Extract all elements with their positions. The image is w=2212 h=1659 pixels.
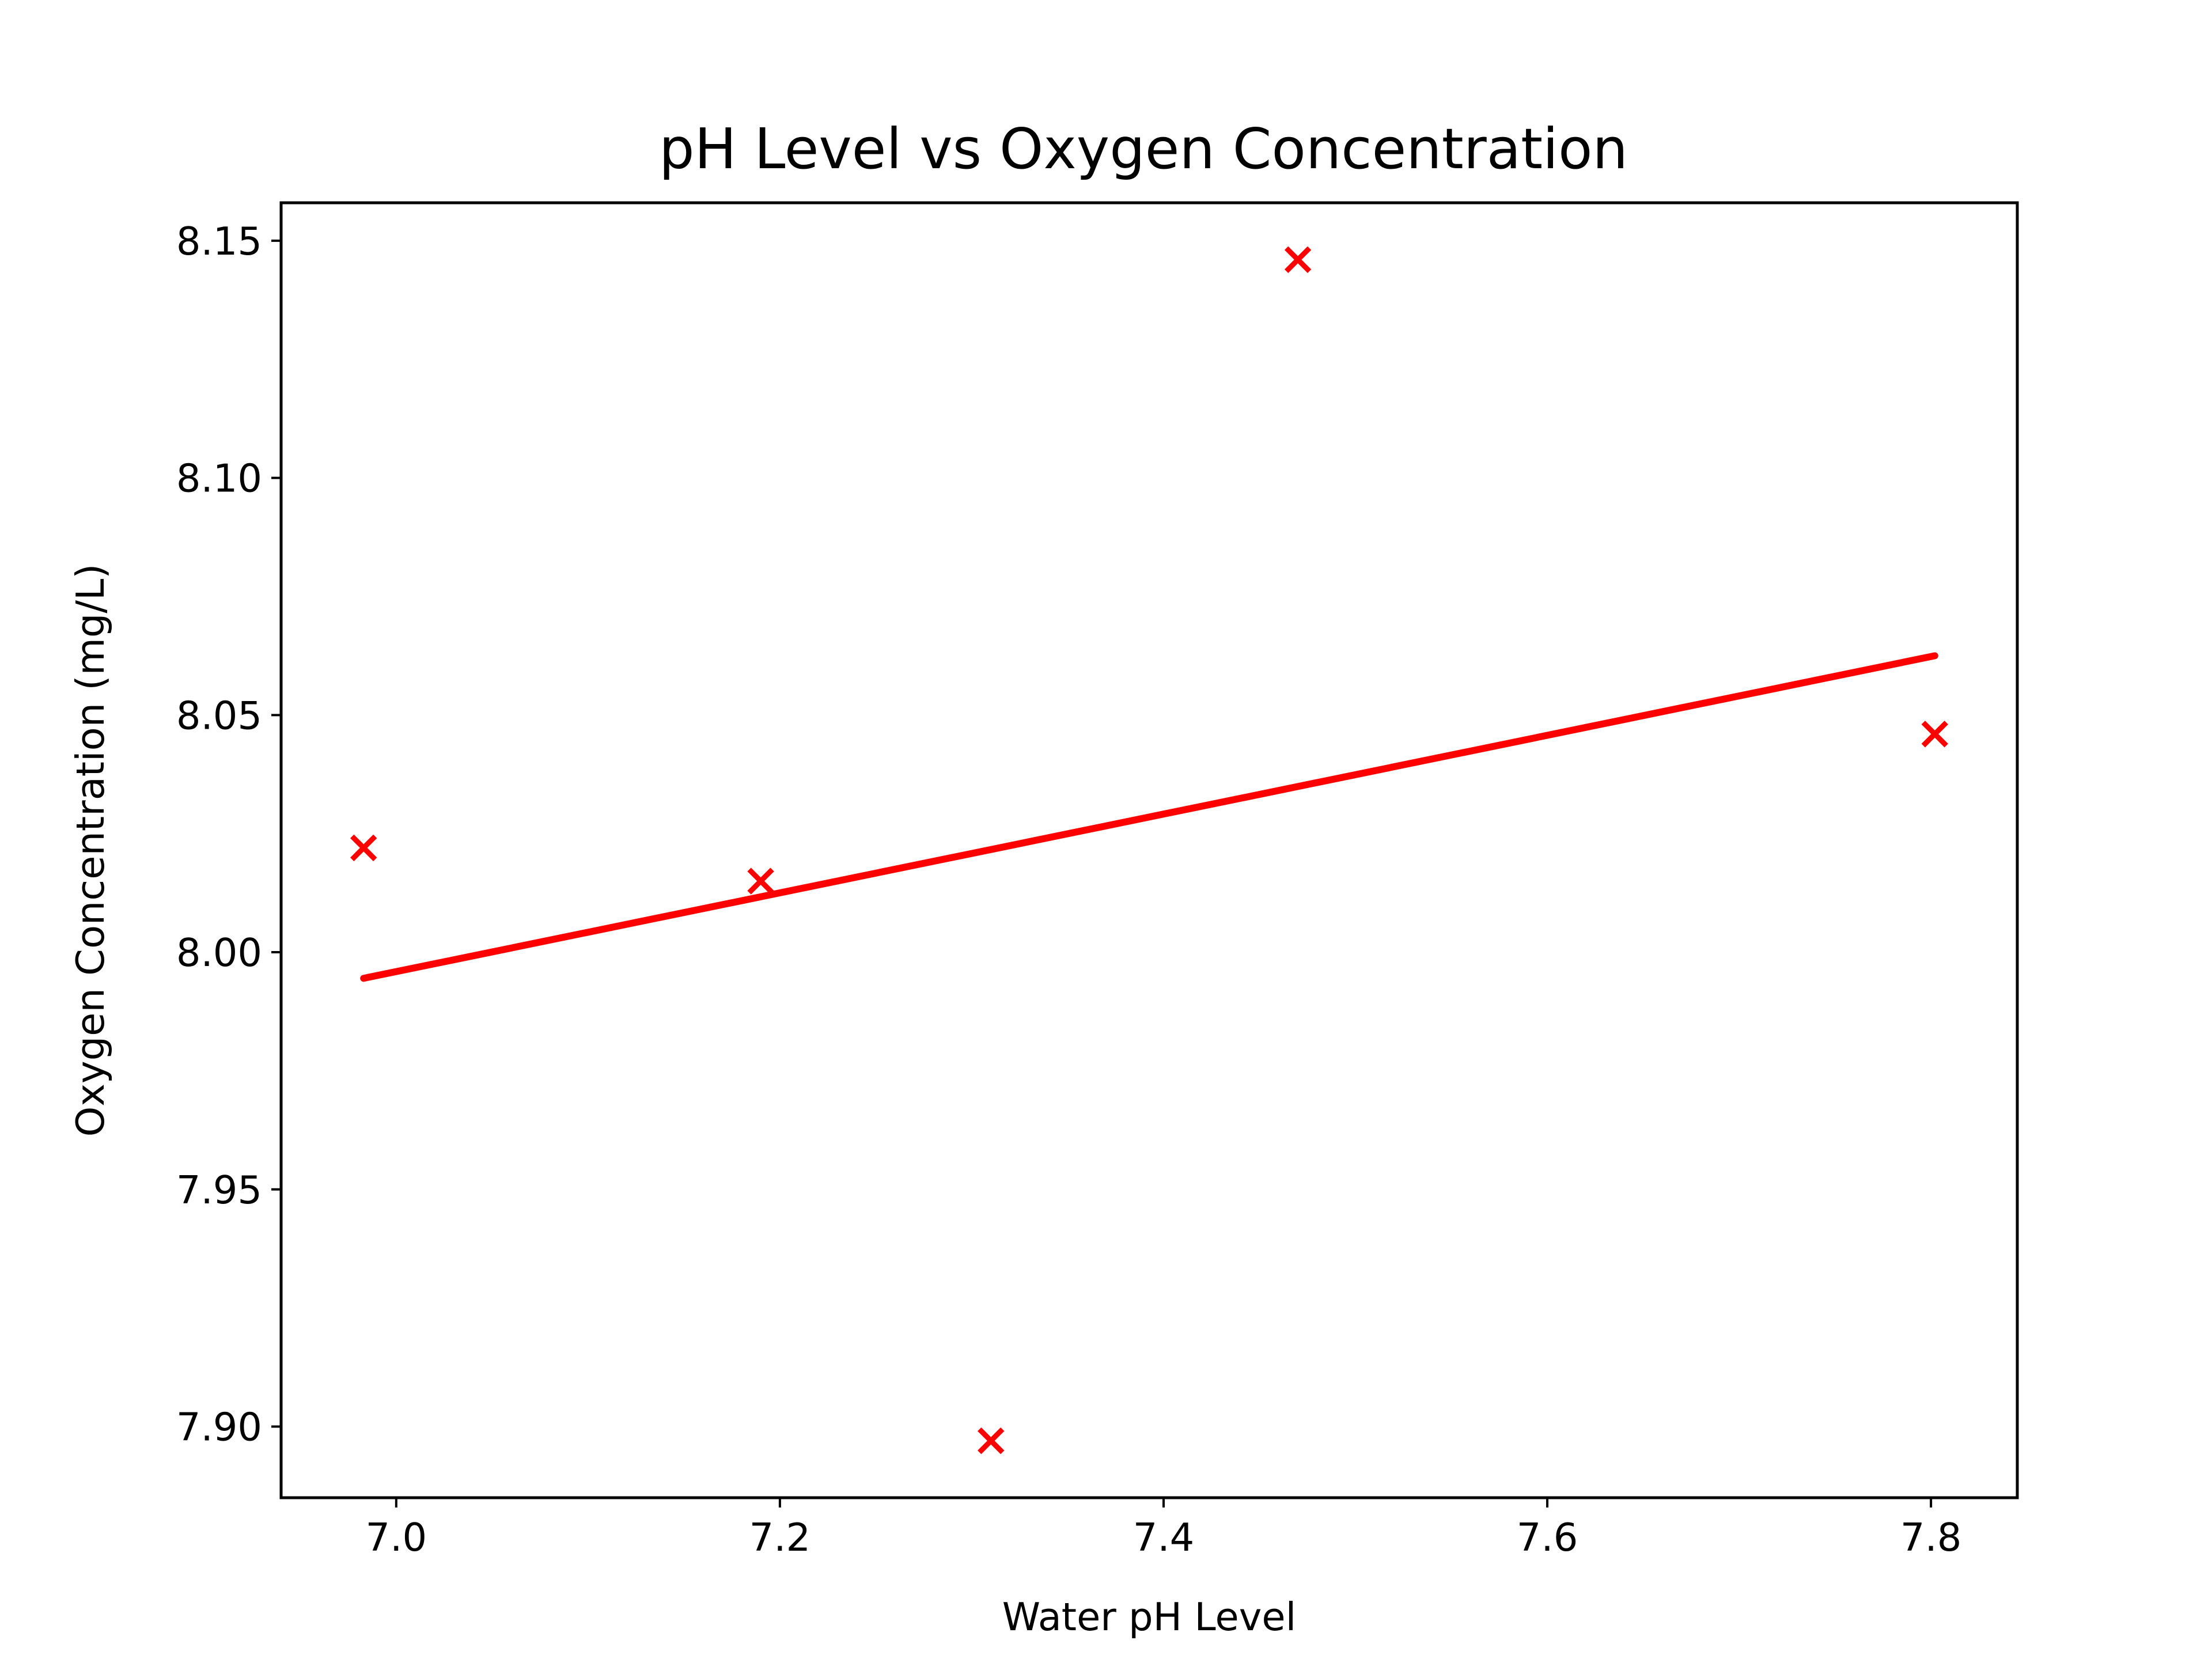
trend-line: [360, 652, 1938, 982]
y-axis-ticks: 7.90 7.95 8.00 8.05 8.10 8.15: [176, 219, 281, 1449]
x-axis-label: Water pH Level: [1002, 1594, 1296, 1639]
x-tick-label: 7.4: [1133, 1515, 1195, 1560]
y-tick-label: 8.00: [176, 930, 262, 975]
data-point-marker: [747, 868, 774, 895]
y-tick-label: 8.10: [176, 456, 262, 501]
data-point-marker: [350, 834, 377, 862]
scatter-markers: [350, 246, 1948, 1455]
data-point-marker: [978, 1427, 1005, 1455]
data-point-marker: [1921, 721, 1948, 748]
x-tick-label: 7.0: [366, 1515, 427, 1560]
chart-title: pH Level vs Oxygen Concentration: [659, 116, 1628, 181]
y-axis-label: Oxygen Concentration (mg/L): [68, 564, 113, 1137]
x-tick-label: 7.8: [1900, 1515, 1962, 1560]
x-tick-label: 7.6: [1517, 1515, 1578, 1560]
plot-area-frame: [279, 201, 2019, 1499]
x-tick-label: 7.2: [749, 1515, 811, 1560]
y-tick-label: 7.90: [176, 1404, 262, 1449]
trend-line-layer: [360, 652, 1938, 982]
x-axis-ticks: 7.0 7.2 7.4 7.6 7.8: [366, 1498, 1962, 1560]
y-tick-label: 8.15: [176, 219, 262, 264]
y-tick-label: 7.95: [176, 1168, 262, 1213]
data-point-marker: [1284, 246, 1312, 273]
y-tick-label: 8.05: [176, 693, 262, 738]
